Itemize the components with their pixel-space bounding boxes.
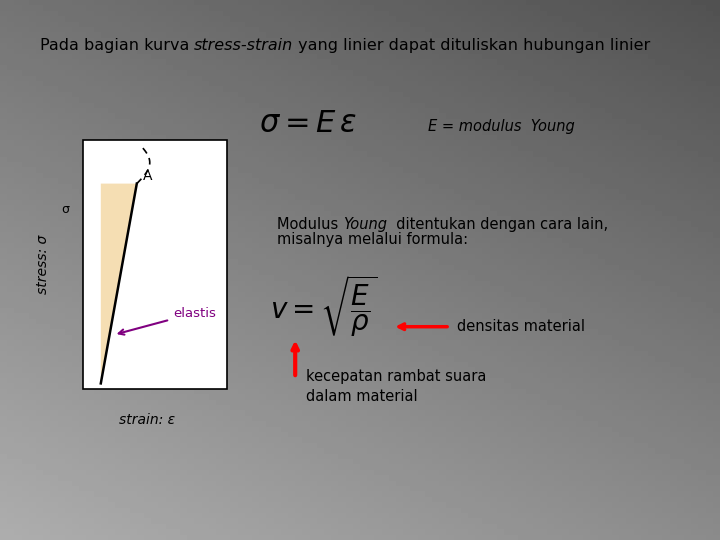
- Text: stress-strain: stress-strain: [194, 38, 293, 53]
- Text: yang linier dapat dituliskan hubungan linier: yang linier dapat dituliskan hubungan li…: [293, 38, 651, 53]
- Text: A: A: [143, 168, 152, 183]
- Bar: [83, 140, 227, 389]
- Text: misalnya melalui formula:: misalnya melalui formula:: [277, 232, 468, 247]
- Text: strain: ε: strain: ε: [119, 413, 175, 427]
- Text: E = modulus  Young: E = modulus Young: [428, 119, 575, 134]
- Text: densitas material: densitas material: [457, 319, 585, 334]
- Text: σ: σ: [60, 204, 69, 217]
- Text: ditentukan dengan cara lain,: ditentukan dengan cara lain,: [387, 217, 608, 232]
- Text: stress: σ: stress: σ: [36, 235, 50, 294]
- Text: elastis: elastis: [119, 307, 216, 335]
- Text: kecepatan rambat suara: kecepatan rambat suara: [306, 369, 487, 384]
- Text: Young: Young: [343, 217, 387, 232]
- Polygon shape: [101, 184, 137, 383]
- Text: Pada bagian kurva: Pada bagian kurva: [40, 38, 194, 53]
- Text: $\sigma = E\,\varepsilon$: $\sigma = E\,\varepsilon$: [259, 109, 358, 139]
- Text: Modulus: Modulus: [277, 217, 343, 232]
- Text: $v = \sqrt{\dfrac{E}{\rho}}$: $v = \sqrt{\dfrac{E}{\rho}}$: [270, 273, 377, 339]
- Text: dalam material: dalam material: [306, 389, 418, 404]
